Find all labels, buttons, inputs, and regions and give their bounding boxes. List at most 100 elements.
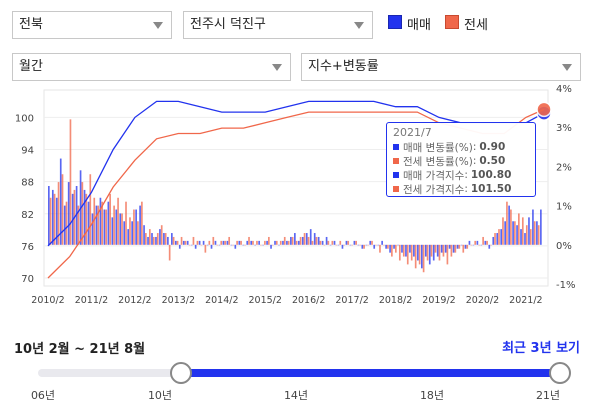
tooltip-row: 전세 변동률(%) : 0.50 xyxy=(393,154,529,168)
rate-bar xyxy=(301,236,304,245)
period-value: 월간 xyxy=(19,59,43,74)
rate-bar xyxy=(518,213,520,245)
legend-sale-swatch[interactable] xyxy=(388,15,402,29)
rate-bar xyxy=(371,240,373,245)
recent-3-years-link[interactable]: 최근 3년 보기 xyxy=(502,341,580,356)
rate-bar xyxy=(109,193,111,245)
rate-bar xyxy=(343,244,346,246)
rate-bar xyxy=(95,205,98,245)
legend-sale-label[interactable]: 매매 xyxy=(407,18,431,33)
rate-bar xyxy=(266,240,268,245)
rate-bar xyxy=(297,240,300,245)
rate-bar xyxy=(420,244,423,269)
rate-bar xyxy=(234,244,237,249)
rate-bar xyxy=(450,244,453,257)
rate-bar xyxy=(294,233,296,245)
x-tick-label: 2017/2 xyxy=(335,295,368,306)
rate-bar xyxy=(67,182,70,245)
rate-bar xyxy=(125,201,127,245)
rate-bar xyxy=(369,240,372,245)
rate-bar xyxy=(398,244,401,261)
range-tick-label: 18년 xyxy=(419,389,445,402)
x-tick-label: 2015/2 xyxy=(249,295,282,306)
rate-bar xyxy=(278,244,280,246)
rate-bar xyxy=(454,244,457,253)
rate-bar xyxy=(258,240,260,245)
tooltip-row: 전세 가격지수 : 101.50 xyxy=(393,182,529,196)
rate-bar xyxy=(349,244,352,246)
legend-jeonse-label[interactable]: 전세 xyxy=(464,18,488,33)
rate-bar xyxy=(389,244,391,253)
rate-bar xyxy=(295,240,298,245)
rate-bar xyxy=(422,244,425,273)
rate-bar xyxy=(391,244,393,257)
rate-bar xyxy=(159,229,161,245)
chart-tooltip: 2021/7 매매 변동률(%) : 0.90 전세 변동률(%) : 0.50… xyxy=(386,122,536,197)
range-start-handle[interactable] xyxy=(170,362,193,384)
rate-bar xyxy=(85,193,88,245)
rate-bar xyxy=(494,233,496,245)
range-end-handle[interactable] xyxy=(549,362,571,384)
rate-bar xyxy=(103,209,106,245)
rate-bar xyxy=(525,225,528,245)
rate-bar xyxy=(210,244,213,249)
rate-bar xyxy=(61,174,64,245)
rate-bar xyxy=(410,244,413,261)
rate-bar xyxy=(290,236,292,245)
rate-bar xyxy=(186,240,189,245)
legend-jeonse-swatch[interactable] xyxy=(445,15,459,29)
rate-bar xyxy=(387,244,389,249)
rate-bar xyxy=(402,244,405,257)
rate-bar xyxy=(426,244,429,261)
region-select[interactable]: 전북 xyxy=(12,11,172,39)
rate-bar xyxy=(428,244,431,265)
rate-bar xyxy=(115,209,118,245)
rate-bar xyxy=(51,189,54,245)
rate-bar xyxy=(228,236,231,245)
rate-bar xyxy=(264,240,266,245)
index-endpoint xyxy=(536,101,552,118)
rate-bar xyxy=(472,244,475,246)
rate-bar xyxy=(226,240,229,245)
rate-bar xyxy=(212,236,215,245)
y2-tick-label: 4% xyxy=(556,84,572,95)
rate-bar xyxy=(529,229,532,245)
rate-bar xyxy=(148,229,151,245)
rate-bar xyxy=(319,240,322,245)
district-select[interactable]: 전주시 덕진구 xyxy=(183,11,373,39)
rate-bar xyxy=(214,240,217,245)
rate-bar xyxy=(163,233,165,245)
y-tick-label: 94 xyxy=(21,146,34,157)
rate-bar xyxy=(242,244,245,246)
rate-bar xyxy=(222,240,225,245)
rate-bar xyxy=(540,209,542,245)
rate-bar xyxy=(141,201,143,245)
range-tick-label: 21년 xyxy=(535,389,561,402)
rate-bar xyxy=(474,240,477,245)
rate-bar xyxy=(48,186,50,245)
rate-bar xyxy=(514,221,516,245)
range-label: 10년 2월 ~ 21년 8월 xyxy=(14,342,146,357)
rate-bar xyxy=(65,201,68,245)
chevron-down-icon xyxy=(562,64,572,71)
rate-bar xyxy=(337,244,340,246)
range-tick-label: 06년 xyxy=(30,389,56,402)
y-tick-label: 88 xyxy=(21,178,34,189)
rate-bar xyxy=(464,244,467,249)
rate-bar xyxy=(418,244,421,265)
swatch-icon xyxy=(393,158,399,164)
rate-bar xyxy=(240,240,242,245)
rate-bar xyxy=(275,240,278,245)
metric-select[interactable]: 지수+변동률 xyxy=(301,53,581,81)
tooltip-row-label: 전세 변동률(%) xyxy=(403,155,473,168)
y2-tick-label: 2% xyxy=(556,162,572,173)
rate-bar xyxy=(341,244,344,249)
x-tick-label: 2018/2 xyxy=(379,295,412,306)
tooltip-date: 2021/7 xyxy=(393,126,432,139)
rate-bar xyxy=(270,244,272,249)
period-select[interactable]: 월간 xyxy=(12,53,291,81)
rate-bar xyxy=(256,240,258,245)
rate-bar xyxy=(307,236,310,245)
range-tick-label: 10년 xyxy=(147,389,173,402)
rate-bar xyxy=(69,119,72,245)
